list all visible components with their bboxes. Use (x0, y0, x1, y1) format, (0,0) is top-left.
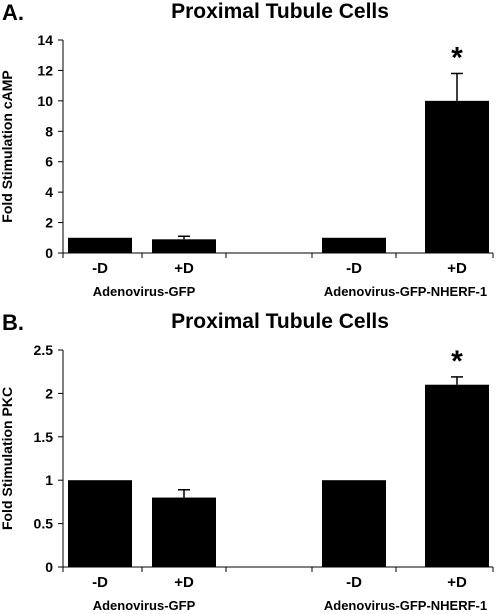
bar (322, 480, 386, 567)
y-tick-label: 6 (45, 154, 53, 170)
bar (68, 237, 132, 253)
y-tick-label: 0.5 (34, 516, 54, 532)
panel-label: B. (2, 310, 24, 335)
category-label: +D (174, 574, 194, 591)
y-axis-title: Fold Stimulation PKC (0, 387, 15, 530)
panel-b: B. Proximal Tubule Cells 0 0.5 1 1.5 2 2.5 Fol… (0, 310, 500, 614)
category-label: +D (447, 260, 467, 277)
group-label: Adenovirus-GFP (93, 284, 196, 299)
group-label: Adenovirus-GFP-NHERF-1 (324, 284, 487, 299)
category-label: -D (346, 574, 362, 591)
bar (152, 497, 216, 567)
group-label: Adenovirus-GFP (93, 598, 196, 613)
y-tick-label: 12 (37, 62, 53, 78)
chart-title: Proximal Tubule Cells (171, 0, 389, 23)
significance-asterisk: * (451, 41, 463, 74)
y-tick-label: 1 (45, 472, 53, 488)
category-label: -D (92, 574, 108, 591)
bar (152, 239, 216, 253)
y-tick-label: 10 (37, 93, 53, 109)
y-tick-label: 0 (45, 245, 53, 261)
category-label: +D (447, 574, 467, 591)
panel-a: A. Proximal Tubule Cells 0 2 4 6 8 10 12 14 Fold… (0, 0, 500, 300)
bar-chart-pkc: 0 0.5 1 1.5 2 2.5 Fold Stimulation PKC -D +D -D * +… (0, 342, 494, 613)
category-label: -D (346, 260, 362, 277)
category-label: -D (92, 260, 108, 277)
category-label: +D (174, 260, 194, 277)
significance-asterisk: * (451, 345, 463, 378)
y-tick-label: 14 (37, 32, 53, 48)
panel-label: A. (2, 0, 24, 25)
y-tick-label: 0 (45, 559, 53, 575)
bar-chart-camp: 0 2 4 6 8 10 12 14 Fold Stimulation cAMP -D +D -D * +… (0, 32, 494, 299)
y-tick-label: 4 (45, 184, 53, 200)
y-tick-label: 8 (45, 123, 53, 139)
y-tick-label: 2 (45, 385, 53, 401)
y-tick-label: 2 (45, 215, 53, 231)
bar (425, 100, 489, 253)
y-tick-label: 1.5 (34, 429, 54, 445)
y-axis-title: Fold Stimulation cAMP (0, 70, 15, 222)
bar (322, 237, 386, 253)
y-tick-label: 2.5 (34, 342, 54, 358)
bar (425, 384, 489, 567)
chart-title: Proximal Tubule Cells (171, 310, 389, 333)
bar (68, 480, 132, 567)
group-label: Adenovirus-GFP-NHERF-1 (324, 598, 487, 613)
